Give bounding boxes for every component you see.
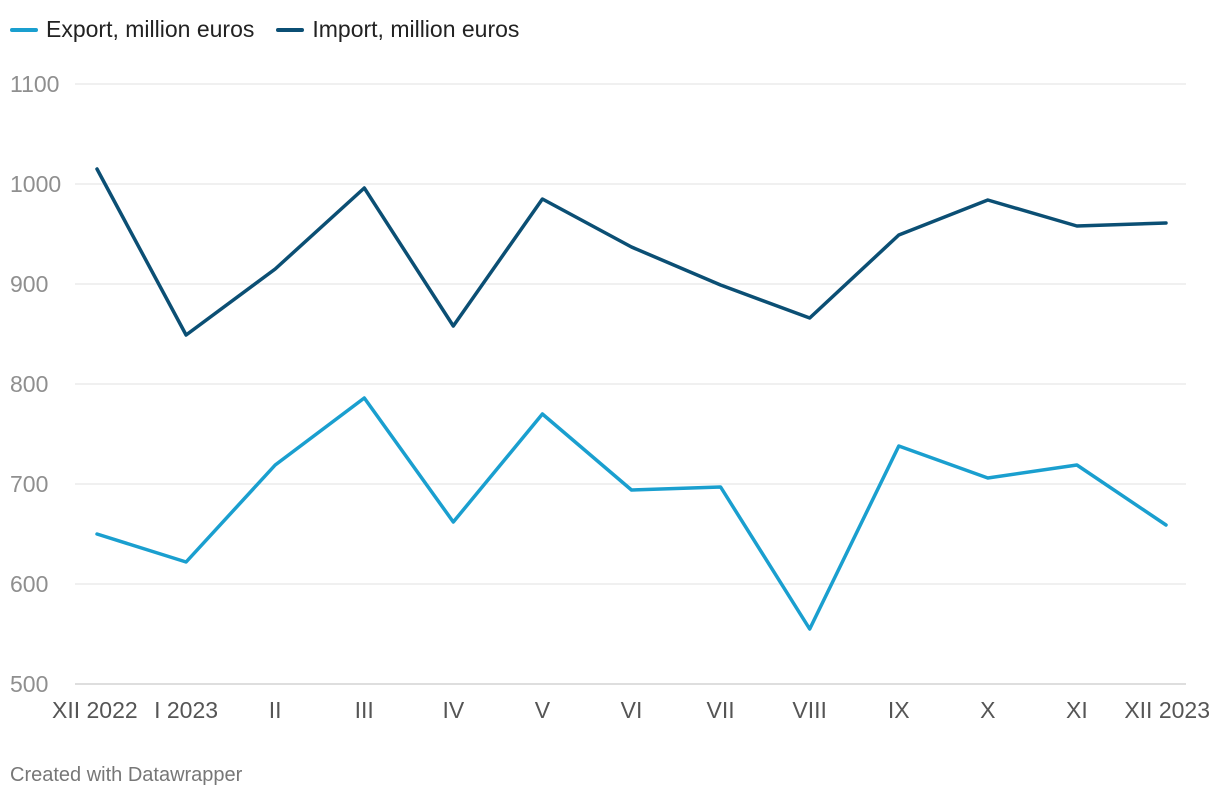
x-tick-label-8: VIII — [792, 697, 827, 723]
x-tick-label-7: VII — [707, 697, 735, 723]
x-tick-label-5: V — [535, 697, 551, 723]
legend-swatch-import — [276, 27, 305, 32]
x-tick-label-3: III — [355, 697, 374, 723]
y-tick-label-500: 500 — [10, 671, 48, 697]
footer-credit: Created with Datawrapper — [10, 764, 243, 786]
legend-label-import: Import, million euros — [312, 16, 520, 42]
series-line-import — [95, 167, 1168, 337]
y-tick-label-1100: 1100 — [10, 71, 59, 97]
y-tick-label-800: 800 — [10, 371, 48, 397]
y-tick-label-700: 700 — [10, 471, 48, 497]
x-tick-label-1: I 2023 — [154, 697, 218, 723]
x-tick-label-11: XI — [1066, 697, 1088, 723]
legend-item-export: Export, million euros — [10, 16, 254, 43]
x-tick-label-4: IV — [442, 697, 464, 723]
y-tick-label-1000: 1000 — [10, 171, 61, 197]
series-line-export — [95, 396, 1168, 631]
x-tick-label-2: II — [269, 697, 282, 723]
x-tick-label-9: IX — [888, 697, 910, 723]
legend-swatch-export — [10, 27, 38, 32]
x-tick-label-12: XII 2023 — [1124, 697, 1210, 723]
legend-label-export: Export, million euros — [46, 16, 255, 42]
x-tick-label-10: X — [980, 697, 995, 723]
y-tick-label-900: 900 — [10, 271, 48, 297]
x-tick-label-6: VI — [621, 697, 643, 723]
x-tick-label-0: XII 2022 — [52, 697, 138, 723]
legend-item-import: Import, million euros — [276, 16, 519, 43]
y-tick-label-600: 600 — [10, 571, 48, 597]
legend: Export, million euros Import, million eu… — [10, 16, 519, 43]
